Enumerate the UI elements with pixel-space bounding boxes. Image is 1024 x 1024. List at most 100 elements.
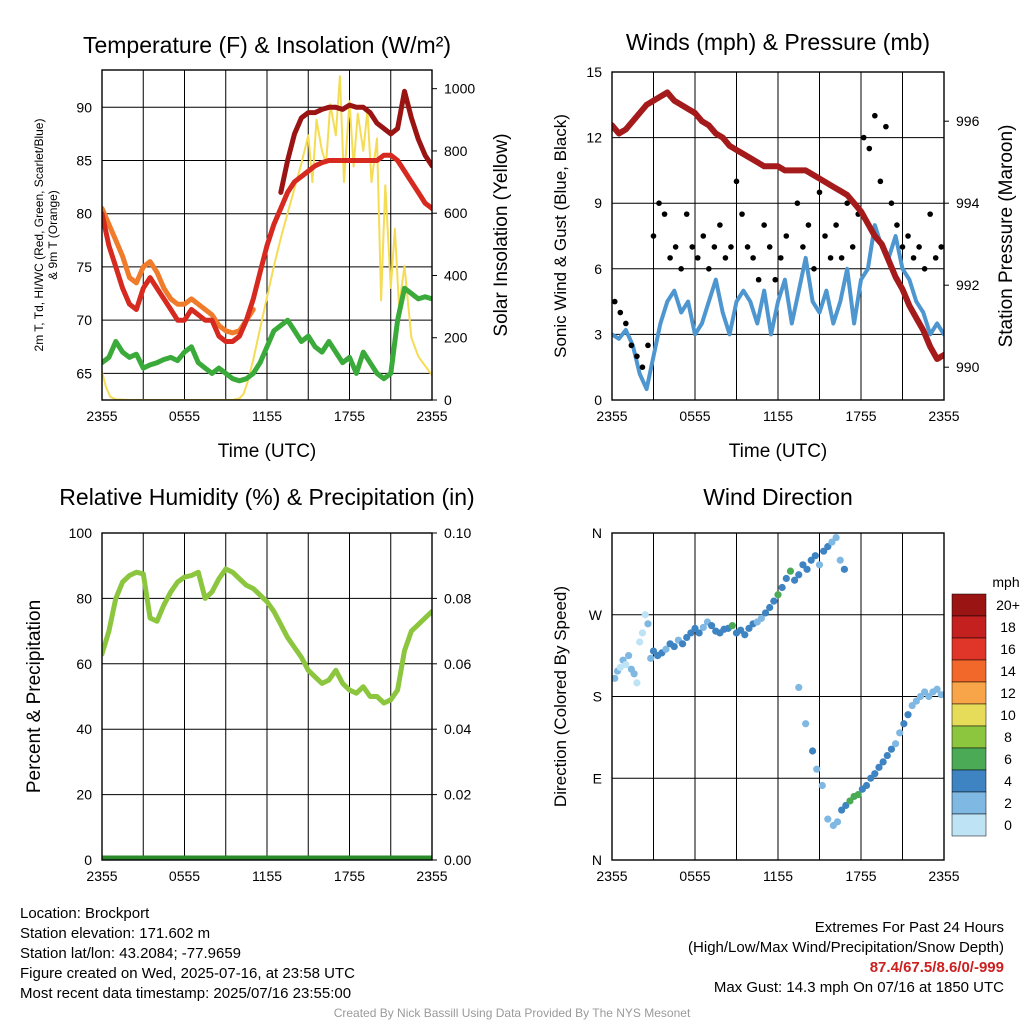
x-tick-label: 0555 bbox=[679, 408, 710, 424]
gust-point bbox=[938, 244, 944, 250]
legend-swatch bbox=[951, 813, 987, 837]
y-tick-label: 100 bbox=[69, 525, 93, 541]
direction-point bbox=[912, 697, 920, 705]
gust-point bbox=[883, 123, 889, 130]
legend-label: 20+ bbox=[996, 597, 1020, 613]
y2-axis-label: Station Pressure (Maroon) bbox=[996, 125, 1017, 348]
direction-point bbox=[813, 765, 821, 773]
plot-frame bbox=[611, 71, 945, 401]
direction-point bbox=[737, 626, 745, 634]
y2-tick-label: 0.02 bbox=[444, 787, 471, 803]
gust-point bbox=[722, 255, 729, 261]
legend-swatch bbox=[951, 725, 987, 749]
x-tick-label: 1155 bbox=[763, 408, 793, 424]
gust-point bbox=[921, 266, 928, 272]
y-tick-label: 15 bbox=[586, 64, 602, 80]
direction-point bbox=[795, 571, 803, 579]
y-tick-label: 40 bbox=[76, 721, 92, 737]
direction-point bbox=[708, 622, 716, 630]
legend-label: 18 bbox=[1000, 619, 1016, 635]
legend-swatch bbox=[951, 747, 987, 771]
direction-point bbox=[838, 806, 846, 814]
x-tick-label: 2355 bbox=[86, 868, 117, 884]
series-temp-9m bbox=[102, 205, 256, 336]
legend-swatch bbox=[951, 769, 987, 793]
gust-point bbox=[706, 266, 712, 272]
direction-point bbox=[828, 538, 836, 546]
gust-point bbox=[612, 298, 618, 305]
gust-point bbox=[667, 255, 673, 261]
y2-tick-label: 0.08 bbox=[444, 590, 471, 606]
gust-point bbox=[816, 189, 823, 196]
gust-point bbox=[783, 233, 790, 239]
gust-point bbox=[761, 222, 767, 228]
direction-point bbox=[824, 543, 832, 551]
y-axis-label-line: 2m T, Td, HI/WC (Red, Green, Scarlet/Blu… bbox=[32, 119, 46, 352]
extremes-panel: Extremes For Past 24 Hours (High/Low/Max… bbox=[688, 918, 1004, 998]
gust-point bbox=[932, 255, 939, 261]
direction-point bbox=[757, 614, 766, 622]
x-tick-label: 2355 bbox=[928, 408, 959, 424]
legend-swatch bbox=[951, 637, 987, 661]
x-tick-label: 2355 bbox=[928, 868, 959, 884]
y-axis-label: Sonic Wind & Gust (Blue, Black) bbox=[551, 114, 570, 358]
gust-point bbox=[639, 364, 646, 371]
extremes-subtitle: (High/Low/Max Wind/Precipitation/Snow De… bbox=[688, 939, 1004, 956]
y2-tick-label: 800 bbox=[444, 143, 468, 159]
gust-point bbox=[617, 309, 624, 316]
x-tick-label: 0555 bbox=[169, 868, 200, 884]
x-tick-label: 1755 bbox=[845, 408, 876, 424]
direction-point bbox=[791, 576, 799, 584]
gust-point bbox=[728, 244, 734, 250]
gust-point bbox=[888, 200, 895, 206]
direction-point bbox=[795, 683, 803, 692]
chart-panel-2: 2355 0555 1155 1755 2355 Time (UTC) 0 3 6 9 12 15 99… bbox=[551, 64, 1017, 462]
gust-point bbox=[794, 200, 801, 206]
latlon-text: Station lat/lon: 43.2084; -77.9659 bbox=[20, 945, 242, 962]
y2-tick-label: 0.10 bbox=[444, 525, 471, 541]
gust-point bbox=[683, 211, 690, 217]
direction-point bbox=[741, 631, 749, 639]
y-axis-label-line: & 9m T (Orange) bbox=[46, 190, 60, 280]
gust-point bbox=[905, 233, 911, 239]
direction-point bbox=[636, 638, 644, 646]
gust-point bbox=[833, 222, 839, 228]
gust-point bbox=[672, 244, 679, 250]
direction-point bbox=[891, 740, 900, 748]
series-heat-index bbox=[278, 88, 432, 195]
direction-point bbox=[695, 629, 703, 637]
x-tick-label: 0555 bbox=[679, 868, 710, 884]
x-axis-label: Time (UTC) bbox=[218, 441, 317, 462]
data-layer bbox=[612, 533, 944, 830]
gust-point bbox=[838, 255, 845, 261]
chart-panel-3: 2355 0555 1155 1755 23550204060801000.000.02… bbox=[24, 525, 471, 884]
direction-point bbox=[766, 603, 774, 612]
direction-point bbox=[883, 751, 891, 760]
x-axis-label: Time (UTC) bbox=[729, 441, 828, 462]
direction-point bbox=[854, 791, 862, 799]
legend-title: mph bbox=[992, 574, 1019, 590]
y-tick-label: 80 bbox=[76, 206, 92, 222]
y-tick-label: S bbox=[593, 689, 602, 705]
y2-tick-label: 0.06 bbox=[444, 656, 471, 672]
direction-point bbox=[867, 774, 875, 782]
gust-point bbox=[822, 233, 828, 239]
series-pressure bbox=[612, 89, 944, 362]
gust-point bbox=[755, 276, 762, 283]
series-dewpoint bbox=[102, 285, 432, 384]
x-tick-label: 1755 bbox=[845, 868, 876, 884]
gust-point bbox=[827, 255, 834, 261]
recent-data-text: Most recent data timestamp: 2025/07/16 2… bbox=[20, 985, 352, 1002]
chart-panel-1: 2355 0555 1155 1755 2355 Time (UTC) 65 70 75 80 85… bbox=[32, 69, 512, 462]
legend-label: 0 bbox=[1004, 817, 1012, 833]
x-tick-label: 1755 bbox=[334, 408, 365, 424]
direction-point bbox=[670, 642, 678, 651]
x-tick-label: 2355 bbox=[86, 408, 117, 424]
direction-point bbox=[612, 674, 619, 682]
gust-point bbox=[805, 222, 812, 228]
legend-label: 2 bbox=[1004, 795, 1012, 811]
series-insolation bbox=[102, 75, 432, 400]
direction-point bbox=[687, 629, 695, 637]
direction-point bbox=[842, 801, 850, 810]
